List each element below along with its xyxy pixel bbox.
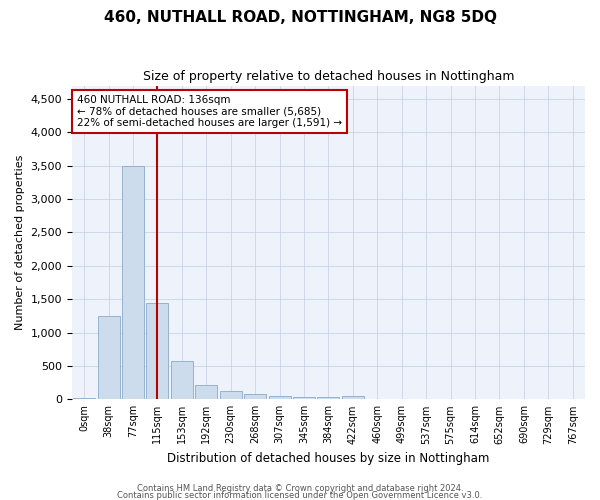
X-axis label: Distribution of detached houses by size in Nottingham: Distribution of detached houses by size … (167, 452, 490, 465)
Bar (269, 396, 290, 400)
Text: 460, NUTHALL ROAD, NOTTINGHAM, NG8 5DQ: 460, NUTHALL ROAD, NOTTINGHAM, NG8 5DQ (104, 10, 497, 25)
Text: 460 NUTHALL ROAD: 136sqm
← 78% of detached houses are smaller (5,685)
22% of sem: 460 NUTHALL ROAD: 136sqm ← 78% of detach… (77, 95, 342, 128)
Bar (98, 316, 119, 400)
Bar (146, 302, 169, 400)
Bar (220, 392, 242, 400)
Text: Contains public sector information licensed under the Open Government Licence v3: Contains public sector information licen… (118, 490, 482, 500)
Bar (342, 396, 364, 400)
Title: Size of property relative to detached houses in Nottingham: Size of property relative to detached ho… (143, 70, 514, 83)
Y-axis label: Number of detached properties: Number of detached properties (15, 154, 25, 330)
Bar (317, 397, 340, 400)
Bar (367, 398, 388, 400)
Bar (171, 360, 193, 400)
Bar (244, 394, 266, 400)
Bar (122, 166, 144, 400)
Bar (73, 398, 95, 400)
Bar (293, 396, 315, 400)
Bar (195, 384, 217, 400)
Text: Contains HM Land Registry data © Crown copyright and database right 2024.: Contains HM Land Registry data © Crown c… (137, 484, 463, 493)
